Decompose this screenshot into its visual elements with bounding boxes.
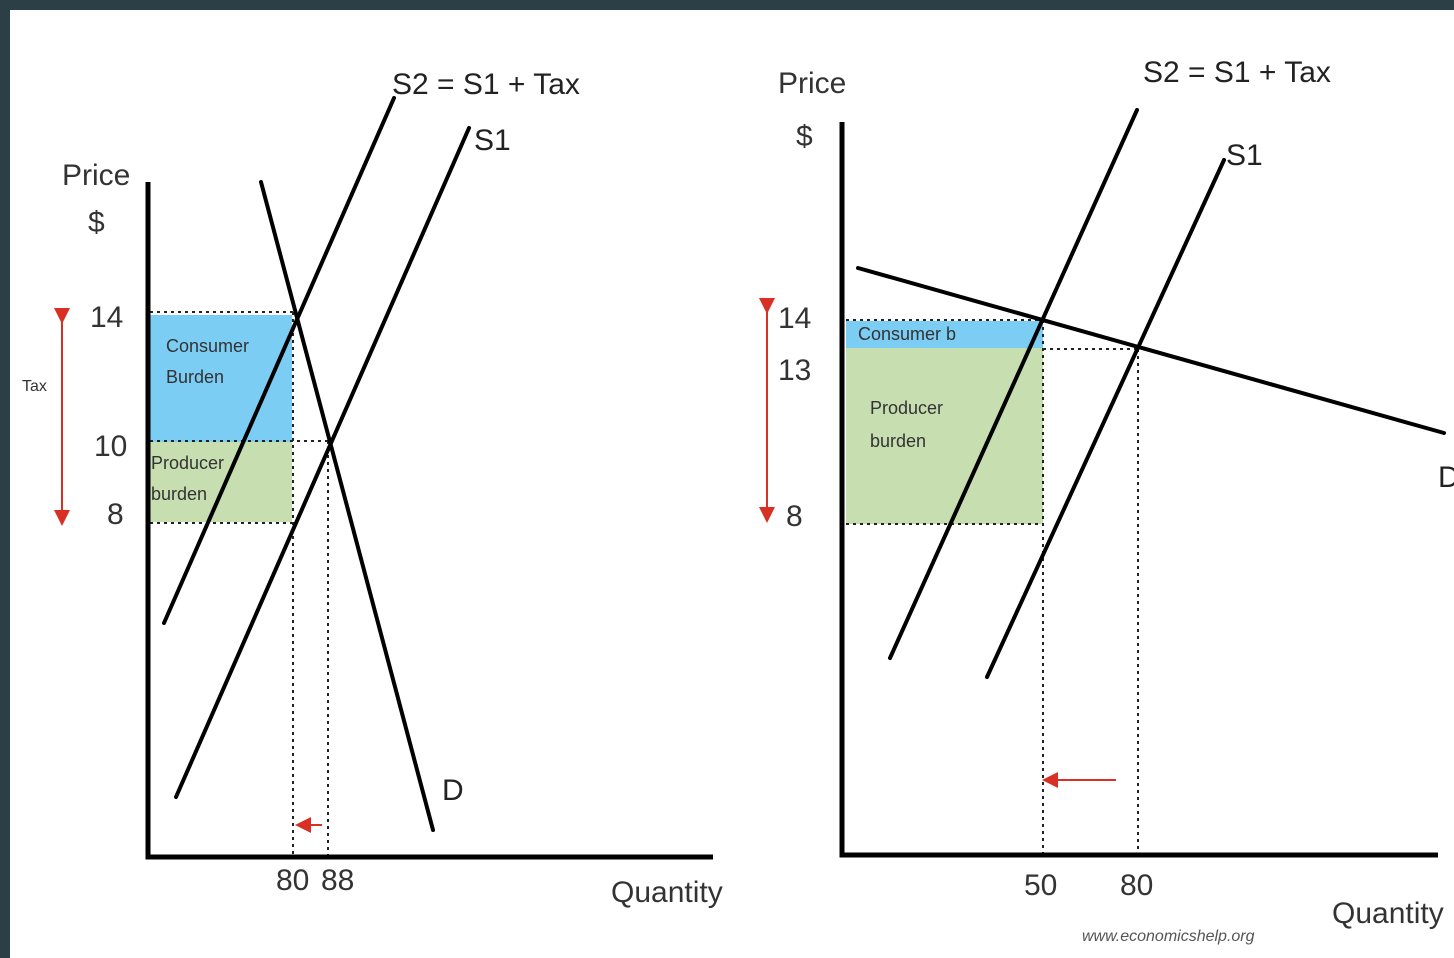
- left-s2-label: S2 = S1 + Tax: [392, 68, 580, 101]
- right-demand-label: D: [1438, 461, 1454, 494]
- left-x-axis-label: Quantity: [611, 876, 723, 909]
- left-demand-label: D: [442, 774, 464, 807]
- right-producer-label-1: Producer: [870, 398, 943, 418]
- right-quantity-tick-80: 80: [1120, 869, 1153, 902]
- right-axes: [839, 122, 1438, 858]
- right-producer-label-2: burden: [870, 431, 926, 451]
- left-axes: [145, 182, 713, 860]
- left-supply-s1-curve: [174, 126, 471, 799]
- left-price-tick-10: 10: [94, 430, 127, 463]
- right-quantity-tick-50: 50: [1024, 869, 1057, 902]
- right-price-tick-14: 14: [778, 302, 811, 335]
- left-y-axis-unit: $: [88, 206, 105, 239]
- left-y-axis-label: Price: [62, 159, 130, 192]
- right-supply-s2-curve: [888, 108, 1139, 660]
- right-y-axis-unit: $: [796, 120, 813, 153]
- attribution-text: www.economicshelp.org: [1082, 928, 1255, 945]
- left-consumer-label-2: Burden: [166, 367, 224, 387]
- diagram-canvas: Tax Price $ 14 10 8 80 88 Quantity S2 = …: [10, 10, 1454, 958]
- left-supply-s2-curve: [162, 96, 396, 625]
- right-demand-curve: [856, 266, 1446, 435]
- left-consumer-label-1: Consumer: [166, 336, 249, 356]
- left-panel: Tax Price $ 14 10 8 80 88 Quantity S2 = …: [22, 68, 723, 909]
- left-producer-burden-area: [150, 442, 292, 522]
- left-consumer-burden-area: [150, 315, 292, 442]
- left-price-tick-14: 14: [90, 301, 123, 334]
- right-consumer-label: Consumer b: [858, 324, 956, 344]
- right-y-axis-label: Price: [778, 67, 846, 100]
- left-quantity-tick-80: 80: [276, 864, 309, 897]
- left-quantity-tick-88: 88: [321, 864, 354, 897]
- right-supply-s1-curve: [985, 158, 1226, 679]
- left-s1-label: S1: [474, 124, 511, 157]
- right-price-tick-13: 13: [778, 354, 811, 387]
- left-producer-label-2: burden: [151, 484, 207, 504]
- right-consumer-burden-area: [846, 321, 1043, 348]
- right-s2-label: S2 = S1 + Tax: [1143, 56, 1331, 89]
- tax-incidence-diagram: Tax Price $ 14 10 8 80 88 Quantity S2 = …: [22, 56, 1454, 945]
- left-producer-label-1: Producer: [151, 453, 224, 473]
- right-x-axis-label: Quantity: [1332, 897, 1444, 930]
- left-price-tick-8: 8: [107, 498, 124, 531]
- left-demand-curve: [259, 180, 435, 832]
- right-panel: Price $ 14 13 8 50 80 Quantity S2 = S1 +…: [759, 56, 1454, 945]
- left-tax-label: Tax: [22, 378, 47, 395]
- right-producer-burden-area: [846, 348, 1043, 524]
- right-s1-label: S1: [1226, 139, 1263, 172]
- right-price-tick-8: 8: [786, 500, 803, 533]
